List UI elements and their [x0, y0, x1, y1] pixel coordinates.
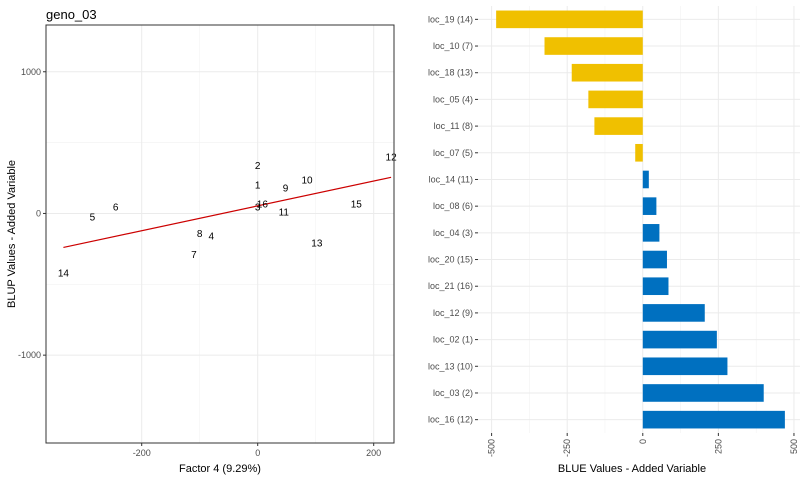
point-label-13: 13	[311, 239, 323, 250]
point-label-7: 7	[191, 250, 197, 261]
bar-loc-07-5	[635, 143, 643, 162]
bar-loc-19-14	[496, 10, 643, 29]
bar-category-label: loc_13 (10)	[428, 361, 473, 371]
bar-category-label: loc_10 (7)	[433, 41, 473, 51]
bar-x-ticks: -500 -250 0 250 500	[487, 433, 799, 457]
bar-category-label: loc_14 (11)	[429, 174, 473, 184]
bar-loc-18-13	[571, 63, 643, 82]
bar-category-label: loc_11 (8)	[434, 121, 473, 131]
scatter-gridlines	[46, 25, 394, 443]
bar-loc-10-7	[544, 37, 643, 55]
point-label-15: 15	[351, 200, 363, 211]
bar-category-label: loc_19 (14)	[428, 14, 473, 24]
scatter-panel-border	[45, 24, 395, 444]
bar-loc-05-4	[588, 90, 643, 109]
scatter-y-axis-title: BLUP Values - Added Variable	[6, 160, 18, 308]
bar-category-label: loc_03 (2)	[433, 388, 473, 398]
bar-x-tick-label: 250	[713, 439, 723, 454]
scatter-y-tick-label: 0	[36, 208, 41, 218]
bar-loc-03-2	[642, 384, 764, 402]
point-label-2: 2	[255, 161, 261, 172]
point-label-16: 16	[257, 200, 269, 211]
bar-category-label: loc_05 (4)	[433, 94, 473, 104]
bar-category-labels: loc_19 (14) loc_10 (7) loc_18 (13) loc_05 (…	[428, 14, 478, 425]
bar-x-tick-label: -250	[562, 439, 572, 457]
bar-bars	[496, 10, 785, 429]
point-label-5: 5	[90, 212, 96, 223]
bar-category-label: loc_07 (5)	[433, 148, 473, 158]
scatter-y-tick-label: -1000	[18, 350, 41, 360]
point-label-1: 1	[255, 181, 261, 192]
point-label-8: 8	[197, 229, 203, 240]
bar-category-label: loc_12 (9)	[433, 308, 473, 318]
bar-loc-11-8	[594, 117, 643, 135]
bar-loc-13-10	[642, 357, 728, 376]
bar-x-tick-label: 500	[789, 439, 799, 454]
bar-loc-08-6	[642, 197, 657, 215]
bar-category-label: loc_08 (6)	[433, 201, 473, 211]
scatter-x-tick-label: 0	[255, 448, 260, 458]
bar-category-label: loc_21 (16)	[428, 281, 473, 291]
point-label-10: 10	[301, 176, 313, 187]
scatter-fit-line	[63, 176, 392, 249]
point-label-3: 3	[255, 203, 261, 214]
scatter-x-axis-title: Factor 4 (9.29%)	[179, 463, 261, 475]
scatter-title: geno_03	[46, 7, 97, 22]
bar-loc-14-11	[642, 170, 649, 189]
bar-x-tick-label: -500	[487, 439, 497, 457]
point-label-12: 12	[386, 152, 398, 163]
point-label-9: 9	[283, 183, 289, 194]
bar-loc-02-1	[642, 330, 717, 349]
bar-category-label: loc_16 (12)	[428, 415, 473, 425]
bar-panel: loc_19 (14) loc_10 (7) loc_18 (13) loc_05 (…	[428, 6, 800, 475]
point-label-14: 14	[58, 268, 70, 279]
regression-line	[63, 176, 392, 249]
bar-loc-20-15	[642, 250, 667, 269]
bar-loc-12-9	[642, 304, 705, 322]
point-label-4: 4	[209, 232, 215, 243]
bar-x-tick-label: 0	[638, 439, 648, 444]
point-label-6: 6	[113, 203, 119, 214]
bar-category-label: loc_18 (13)	[428, 68, 473, 78]
scatter-x-tick-label: 200	[366, 448, 381, 458]
bar-category-label: loc_20 (15)	[428, 255, 473, 265]
bar-loc-04-3	[642, 224, 660, 242]
bar-loc-21-16	[642, 277, 669, 296]
scatter-y-ticks: -1000 0 1000	[18, 67, 46, 360]
bar-loc-16-12	[642, 410, 785, 429]
scatter-y-tick-label: 1000	[21, 67, 41, 77]
scatter-x-ticks: -200 0 200	[133, 443, 381, 458]
bar-category-label: loc_04 (3)	[433, 228, 473, 238]
point-label-11: 11	[279, 208, 290, 219]
scatter-x-tick-label: -200	[133, 448, 151, 458]
bar-category-label: loc_02 (1)	[433, 335, 473, 345]
bar-x-axis-title: BLUE Values - Added Variable	[558, 463, 706, 475]
